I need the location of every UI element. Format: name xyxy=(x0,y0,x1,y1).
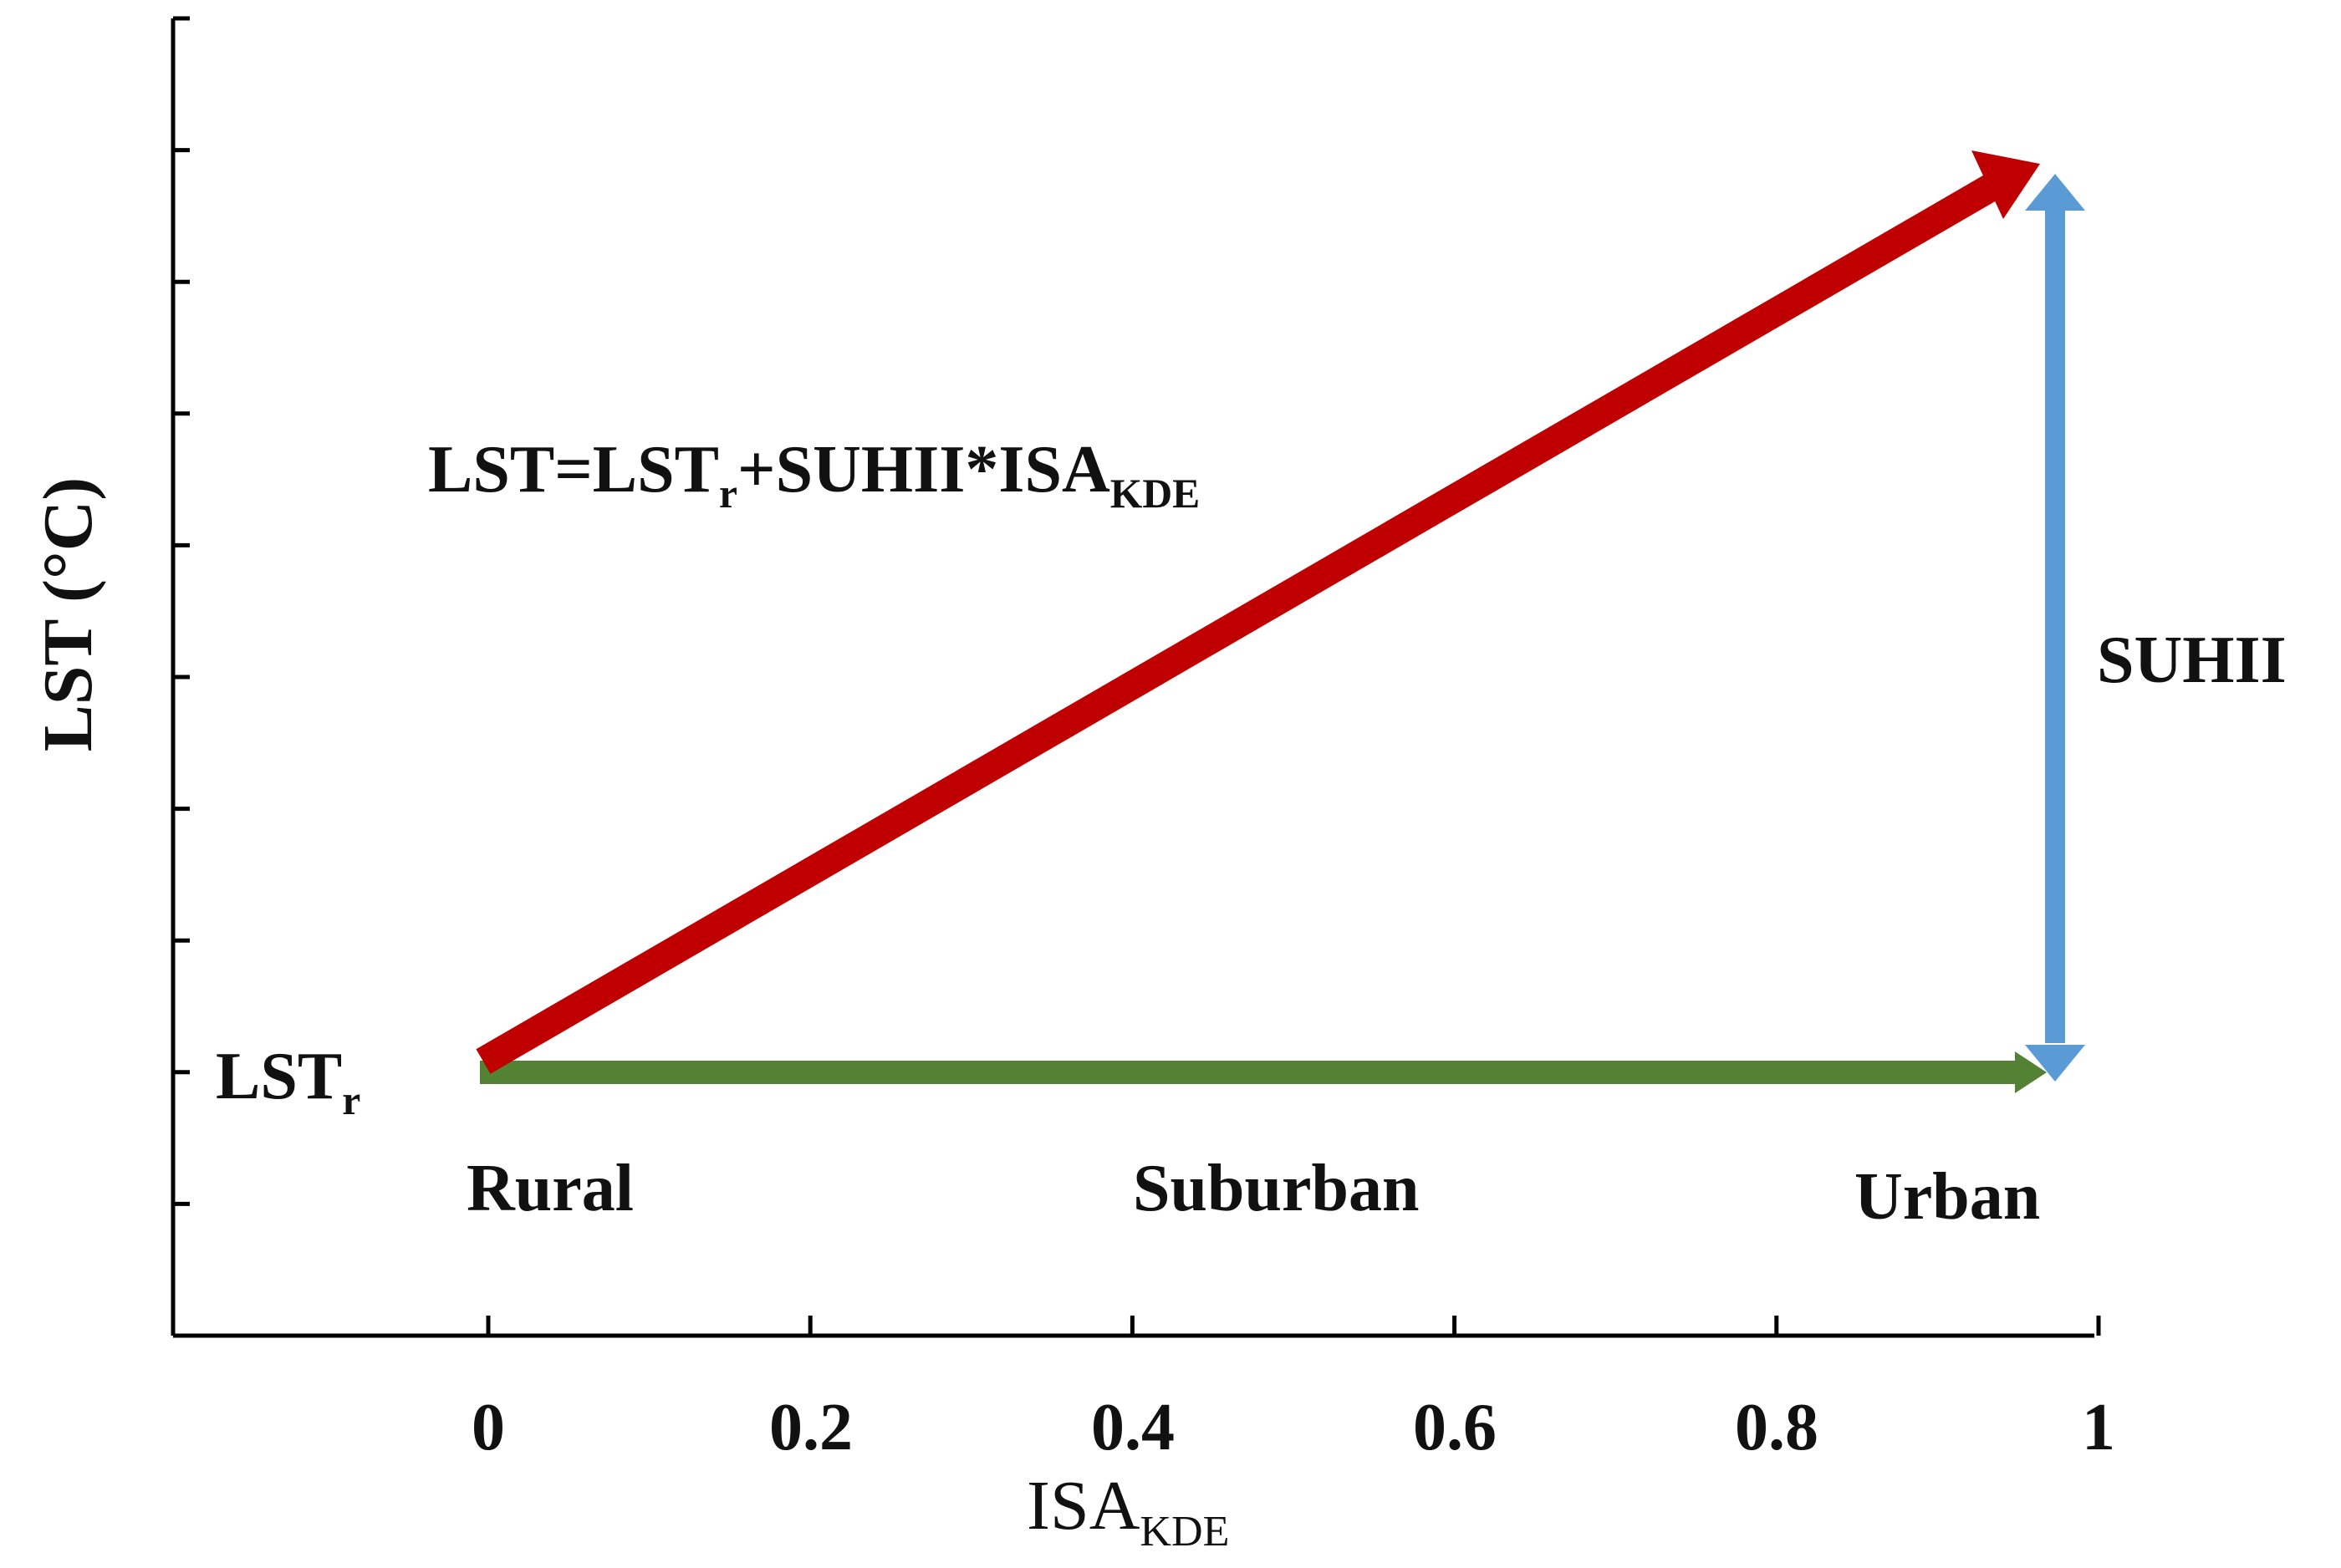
x-tick-label: 0 xyxy=(472,1391,505,1464)
zone-rural-label: Rural xyxy=(467,1152,634,1225)
axes xyxy=(171,16,2101,1338)
equation-sub2: KDE xyxy=(1109,470,1201,517)
x-tick-label: 0.6 xyxy=(1413,1391,1497,1464)
trend-arrowhead xyxy=(1971,150,2040,219)
zone-urban-label: Urban xyxy=(1854,1160,2041,1234)
diagram-lines xyxy=(476,150,2085,1093)
equation-sub1: r xyxy=(719,470,738,517)
x-tick-label: 0.8 xyxy=(1735,1391,1818,1464)
x-tick-label: 0.2 xyxy=(769,1391,853,1464)
suhii-label: SUHII xyxy=(2097,624,2287,697)
baseline-arrowhead xyxy=(2015,1051,2047,1093)
equation-part2: +SUHII*ISA xyxy=(737,433,1110,507)
lst-r-label: LSTr xyxy=(216,1040,360,1121)
suhii-arrowhead-bottom xyxy=(2025,1045,2085,1082)
y-axis-label: LST (°C) xyxy=(29,477,107,751)
zone-suburban-label: Suburban xyxy=(1133,1152,1420,1225)
lst-r-main: LST xyxy=(216,1040,343,1113)
x-tick-label: 1 xyxy=(2082,1391,2115,1464)
x-axis-label-main: ISA xyxy=(1027,1467,1140,1545)
x-tick-label: 0.4 xyxy=(1091,1391,1175,1464)
equation-label: LST=LSTr+SUHII*ISAKDE xyxy=(428,436,1200,514)
y-axis-label-text: LST (°C) xyxy=(29,476,107,752)
x-axis-label: ISAKDE xyxy=(1027,1471,1229,1554)
suhii-arrowhead-top xyxy=(2025,174,2085,211)
lst-r-sub: r xyxy=(342,1077,361,1123)
x-axis-label-sub: KDE xyxy=(1140,1507,1230,1555)
equation-part1: LST=LST xyxy=(428,433,720,507)
trend-line xyxy=(476,173,2002,1074)
